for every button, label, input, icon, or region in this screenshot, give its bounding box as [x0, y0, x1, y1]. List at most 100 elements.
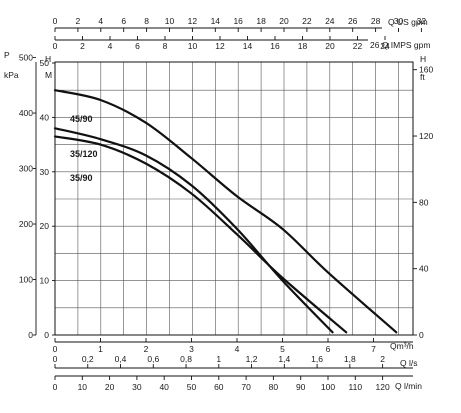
top-axis-1-tick-label: 2 [76, 16, 81, 26]
bottom-axis-1-tick-label: 2 [144, 344, 149, 354]
bottom-axis-3-tick-label: 60 [214, 382, 224, 392]
top-axis-1-tick-label: 14 [211, 16, 221, 26]
top-axis-1-tick-label: 0 [53, 16, 58, 26]
left-outer-tick-label: 0 [28, 330, 33, 340]
left-inner-tick-label: 30 [40, 167, 50, 177]
left-outer-axis-label-2: kPa [4, 70, 19, 80]
right-tick-label: 80 [419, 197, 429, 207]
bottom-axis-3-tick-label: 20 [105, 382, 115, 392]
left-inner-tick-label: 10 [40, 276, 50, 286]
bottom-axis-3-label: Q l/min [395, 381, 422, 391]
top-axis-2-tick-label: 2 [80, 41, 85, 51]
bottom-axis-3-tick-label: 0 [53, 382, 58, 392]
curve-label-45-90: 45/90 [70, 114, 93, 124]
bottom-axis-3-tick-label: 110 [349, 382, 363, 392]
bottom-axis-1-tick-label: 1 [98, 344, 103, 354]
bottom-axis-1-tick-label: 0 [53, 344, 58, 354]
left-inner-tick-label: 20 [40, 221, 50, 231]
bottom-axis-2-tick-label: 0,6 [147, 354, 159, 364]
top-axis-1-label: Q US gpm [388, 17, 428, 27]
top-axis-2-label: 26 Q IMPS gpm [370, 40, 430, 50]
top-axis-2-tick-label: 10 [188, 41, 198, 51]
top-axis-2-tick-label: 16 [270, 41, 280, 51]
bottom-axis-3-tick-label: 50 [187, 382, 197, 392]
bottom-axis-3-tick-label: 30 [132, 382, 142, 392]
top-axis-2-tick-label: 18 [298, 41, 308, 51]
top-axis-2-tick-label: 22 [353, 41, 363, 51]
curve-35-120 [53, 127, 334, 334]
bottom-axis-2-tick-label: 1 [216, 354, 221, 364]
bottom-axis-2-tick-label: 0,4 [115, 354, 127, 364]
bottom-axis-3-tick-label: 120 [376, 382, 390, 392]
top-axis-1-tick-label: 32 [417, 16, 427, 26]
left-inner-axis-label-2: M [45, 70, 52, 80]
top-axis-1-tick-label: 28 [371, 16, 381, 26]
bottom-axis-3-tick-label: 40 [159, 382, 169, 392]
curve-label-35-90: 35/90 [70, 173, 93, 183]
plot-frame [54, 61, 414, 336]
left-outer-tick-label: 400 [19, 108, 33, 118]
bottom-axis-2-tick-label: 0 [53, 354, 58, 364]
top-axis-1-tick-label: 30 [394, 16, 404, 26]
curve-45-90 [53, 89, 398, 334]
right-tick-label: 40 [419, 264, 429, 274]
bottom-axis-2-label: Q l/s [400, 358, 417, 368]
top-axis-1-tick-label: 4 [98, 16, 103, 26]
left-inner-tick-label: 0 [44, 330, 49, 340]
curve-label-35-120: 35/120 [70, 149, 98, 159]
left-inner-axis-label-1: H [45, 54, 51, 64]
bottom-axis-2-tick-label: 2 [380, 354, 385, 364]
right-tick-label: 160 [419, 65, 433, 75]
bottom-axis-3-tick-label: 10 [78, 382, 88, 392]
top-axis-2-tick-label: 20 [325, 41, 335, 51]
left-outer-tick-label: 300 [19, 164, 33, 174]
bottom-axis-1-label: Qm³/h [390, 341, 414, 351]
top-axis-1-tick-label: 20 [279, 16, 289, 26]
left-outer-tick-label: 100 [19, 275, 33, 285]
top-axis-2-tick-label: 0 [53, 41, 58, 51]
top-axis-2-tick-label: 12 [215, 41, 225, 51]
curves: 45/90 35/120 35/90 [53, 89, 398, 334]
top-axis-2-tick-label: 24 [380, 41, 390, 51]
bottom-axis-2-tick-label: 0,8 [180, 354, 192, 364]
bottom-axis-2-tick-label: 1,2 [246, 354, 258, 364]
top-axis-1-tick-label: 10 [165, 16, 175, 26]
bottom-axis-2-tick-label: 1,6 [311, 354, 323, 364]
top-axis-1-tick-label: 18 [256, 16, 266, 26]
right-axis-label-2: ft [420, 72, 425, 82]
bottom-axis-3-tick-label: 80 [269, 382, 279, 392]
top-axis-2-tick-label: 4 [108, 41, 113, 51]
top-axis-1-tick-label: 6 [121, 16, 126, 26]
bottom-axis-1-tick-label: 3 [189, 344, 194, 354]
left-outer-tick-label: 500 [19, 53, 33, 63]
top-axis-1-tick-label: 12 [188, 16, 198, 26]
top-axis-1-tick-label: 16 [233, 16, 243, 26]
grid [55, 62, 413, 335]
bottom-axis-2-tick-label: 1,4 [278, 354, 290, 364]
right-axis-label-1: H [420, 54, 426, 64]
right-tick-label: 0 [419, 330, 424, 340]
bottom-axis-1-tick-label: 5 [280, 344, 285, 354]
top-axis-2-tick-label: 8 [163, 41, 168, 51]
top-axis-1-tick-label: 8 [144, 16, 149, 26]
bottom-axis-1-tick-label: 6 [326, 344, 331, 354]
top-axis-2-tick-label: 6 [135, 41, 140, 51]
left-inner-tick-label: 40 [40, 112, 50, 122]
top-axis-1-tick-label: 24 [325, 16, 335, 26]
left-inner-tick-label: 50 [40, 58, 50, 68]
bottom-axis-1-tick-label: 7 [371, 344, 376, 354]
bottom-axis-3-tick-label: 90 [296, 382, 306, 392]
right-tick-label: 120 [419, 131, 433, 141]
bottom-axis-3-tick-label: 70 [241, 382, 251, 392]
bottom-axis-1-tick-label: 4 [235, 344, 240, 354]
left-outer-tick-label: 200 [19, 219, 33, 229]
curve-35-90 [53, 135, 348, 334]
left-outer-axis-label-1: P [4, 50, 10, 60]
bottom-axis-2-tick-label: 0,2 [82, 354, 94, 364]
top-axis-1-tick-label: 22 [302, 16, 312, 26]
bottom-axis-3-tick-label: 100 [321, 382, 335, 392]
bottom-axis-2-tick-label: 1,8 [344, 354, 356, 364]
top-axis-2-tick-label: 14 [243, 41, 253, 51]
